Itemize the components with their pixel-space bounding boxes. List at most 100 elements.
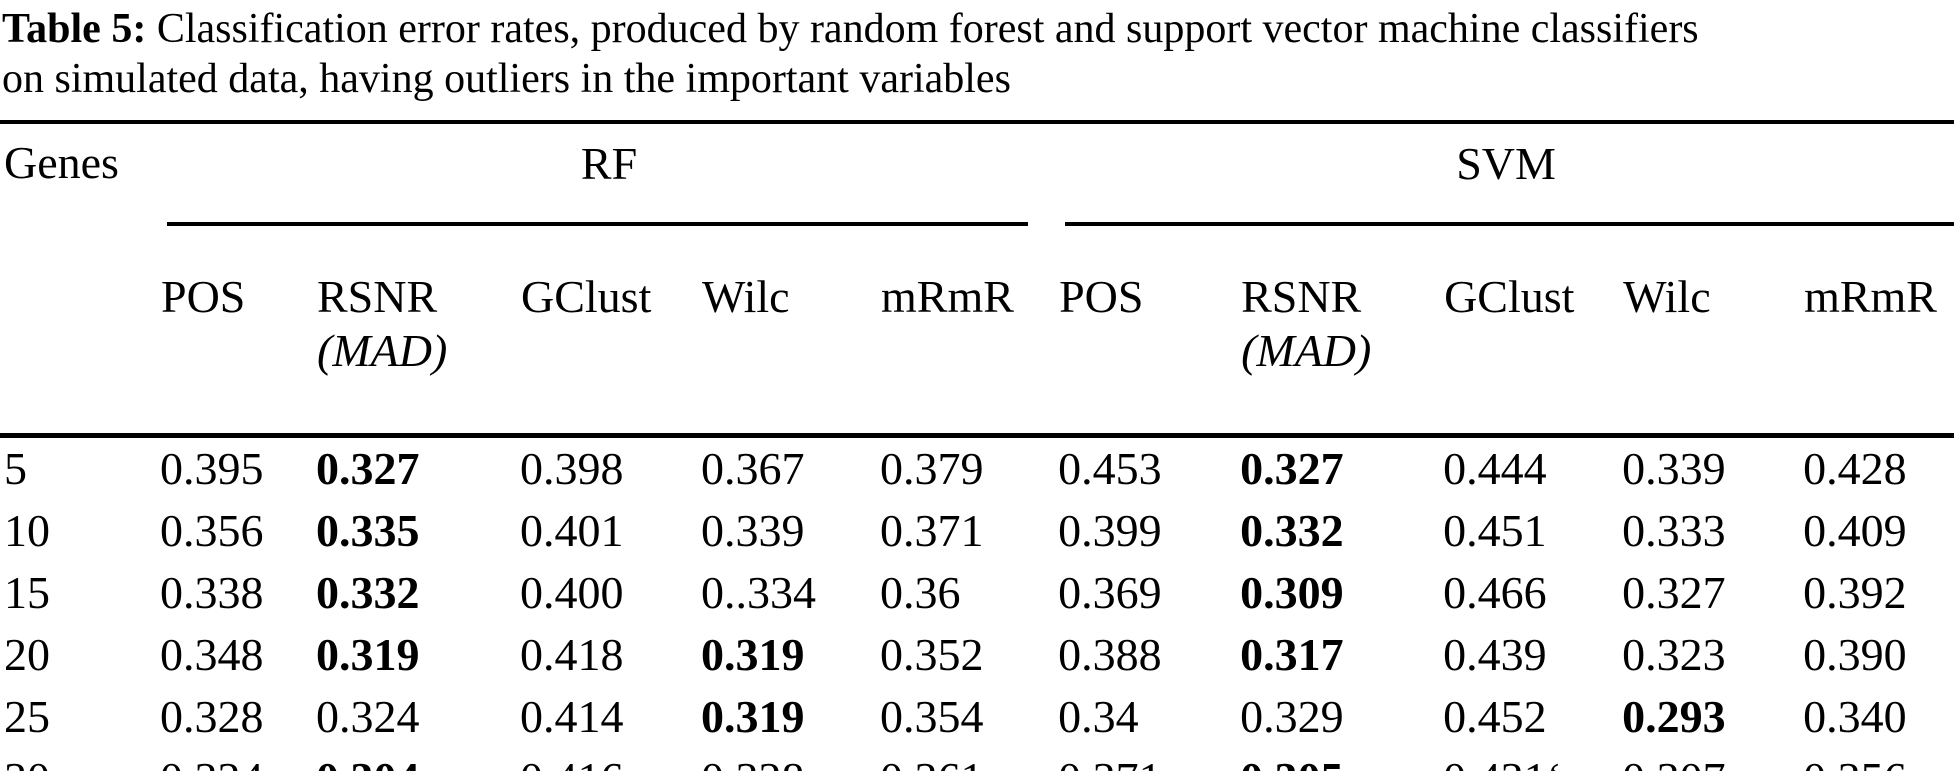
cell-svm-rsnr: 0.309 xyxy=(1240,567,1344,618)
caption-text-2: on simulated data, having outliers in th… xyxy=(2,56,1011,102)
table-row: 25 0.328 0.324 0.414 0.319 0.354 0.34 0.329 0.45… xyxy=(0,686,1954,748)
cell-rf-gclust: 0.400 xyxy=(520,567,624,618)
table-row: 20 0.348 0.319 0.418 0.319 0.352 0.388 0.317 0.4… xyxy=(0,624,1954,686)
cell-svm-wilc: 0.339 xyxy=(1622,443,1726,494)
cell-rf-rsnr: 0.327 xyxy=(316,443,420,494)
cell-svm-mrmr: 0.392 xyxy=(1803,567,1907,618)
subheader-rf-rsnr-line2: (MAD) xyxy=(317,325,448,376)
cell-rf-rsnr: 0.332 xyxy=(316,567,420,618)
group-header-row: Genes RF SVM xyxy=(0,122,1954,226)
table-row: 300.3240.3040.4160.3280.3610.3710.3050.4… xyxy=(0,748,1954,771)
group-header-svm: SVM xyxy=(1058,122,1954,226)
cell-rf-mrmr: 0.379 xyxy=(880,443,984,494)
cell-svm-rsnr: 0.332 xyxy=(1240,505,1344,556)
cell-rf-gclust: 0.414 xyxy=(520,691,624,742)
group-rule-svm xyxy=(1065,222,1954,226)
subheader-svm-gclust: GClust xyxy=(1444,271,1575,322)
cell-rf-rsnr: 0.304 xyxy=(316,748,520,771)
subheader-svm-rsnr-line2: (MAD) xyxy=(1241,325,1372,376)
cell-rf-wilc: 0..334 xyxy=(701,567,816,618)
caption-label: Table 5: xyxy=(2,6,147,52)
cell-rf-wilc: 0.328 xyxy=(701,748,880,771)
cell-rf-mrmr: 0.354 xyxy=(880,691,984,742)
cell-rf-pos: 0.356 xyxy=(160,505,264,556)
subheader-rf-mrmr: mRmR xyxy=(881,271,1014,322)
subheader-svm-mrmr: mRmR xyxy=(1804,271,1937,322)
cell-svm-pos: 0.371 xyxy=(1058,748,1240,771)
cell-rf-gclust: 0.418 xyxy=(520,629,624,680)
classification-error-table: Genes RF SVM POS RSNR (MAD) GClust Wilc m… xyxy=(0,120,1954,771)
cell-genes: 15 xyxy=(4,567,50,618)
cell-svm-mrmr: 0.356 xyxy=(1803,748,1954,771)
cell-svm-pos: 0.453 xyxy=(1058,443,1162,494)
subheader-rf-gclust: GClust xyxy=(521,271,652,322)
cell-svm-gclust: 0.452 xyxy=(1443,691,1547,742)
cell-svm-gclust: 0.431‘ xyxy=(1443,748,1622,771)
cell-svm-wilc: 0.333 xyxy=(1622,505,1726,556)
cell-svm-gclust: 0.444 xyxy=(1443,443,1547,494)
cell-rf-rsnr: 0.319 xyxy=(316,629,420,680)
cell-rf-wilc: 0.339 xyxy=(701,505,805,556)
cell-rf-gclust: 0.401 xyxy=(520,505,624,556)
cell-rf-gclust: 0.416 xyxy=(520,748,701,771)
group-header-rf: RF xyxy=(160,122,1058,226)
table-body: 5 0.395 0.327 0.398 0.367 0.379 0.453 0.327 0.44… xyxy=(0,436,1954,771)
cell-rf-rsnr: 0.335 xyxy=(316,505,420,556)
table-row: 10 0.356 0.335 0.401 0.339 0.371 0.399 0.332 0.4… xyxy=(0,500,1954,562)
cell-svm-rsnr: 0.317 xyxy=(1240,629,1344,680)
cell-svm-rsnr: 0.327 xyxy=(1240,443,1344,494)
cell-svm-wilc: 0.293 xyxy=(1622,691,1726,742)
subheader-svm-rsnr-line1: RSNR xyxy=(1241,271,1362,322)
cell-svm-rsnr: 0.329 xyxy=(1240,691,1344,742)
group-rule-rf xyxy=(167,222,1029,226)
table-head: Genes RF SVM POS RSNR (MAD) GClust Wilc m… xyxy=(0,122,1954,436)
cell-rf-wilc: 0.319 xyxy=(701,691,805,742)
cell-svm-wilc: 0.323 xyxy=(1622,629,1726,680)
group-label-svm: SVM xyxy=(1456,138,1556,189)
cell-genes: 30 xyxy=(0,748,160,771)
cell-svm-mrmr: 0.428 xyxy=(1803,443,1907,494)
cell-svm-wilc: 0.327 xyxy=(1622,567,1726,618)
cell-rf-mrmr: 0.352 xyxy=(880,629,984,680)
cell-rf-wilc: 0.319 xyxy=(701,629,805,680)
table-row: 15 0.338 0.332 0.400 0..334 0.36 0.369 0.309 0.4… xyxy=(0,562,1954,624)
table-row: 5 0.395 0.327 0.398 0.367 0.379 0.453 0.327 0.44… xyxy=(0,436,1954,501)
cell-svm-mrmr: 0.390 xyxy=(1803,629,1907,680)
table-caption: Table 5: Classification error rates, pro… xyxy=(0,0,1954,104)
cell-svm-pos: 0.388 xyxy=(1058,629,1162,680)
cell-genes: 5 xyxy=(4,443,27,494)
cell-rf-pos: 0.328 xyxy=(160,691,264,742)
cell-svm-mrmr: 0.340 xyxy=(1803,691,1907,742)
cell-svm-gclust: 0.439 xyxy=(1443,629,1547,680)
cell-rf-pos: 0.324 xyxy=(160,748,316,771)
group-label-rf: RF xyxy=(580,138,638,189)
cell-rf-rsnr: 0.324 xyxy=(316,691,420,742)
cell-rf-pos: 0.338 xyxy=(160,567,264,618)
subheader-svm-rsnr: RSNR (MAD) xyxy=(1240,226,1443,436)
header-genes: Genes xyxy=(4,137,119,188)
cell-genes: 10 xyxy=(4,505,50,556)
cell-svm-pos: 0.34 xyxy=(1058,691,1139,742)
cell-rf-mrmr: 0.36 xyxy=(880,567,961,618)
cell-svm-pos: 0.399 xyxy=(1058,505,1162,556)
cell-svm-wilc: 0.307 xyxy=(1622,748,1803,771)
subheader-rf-rsnr-line1: RSNR xyxy=(317,271,438,322)
cell-svm-mrmr: 0.409 xyxy=(1803,505,1907,556)
cell-svm-gclust: 0.466 xyxy=(1443,567,1547,618)
subheader-svm-pos: POS xyxy=(1059,271,1144,322)
cell-rf-pos: 0.348 xyxy=(160,629,264,680)
caption-text-1: Classification error rates, produced by … xyxy=(156,6,1699,52)
cell-rf-mrmr: 0.371 xyxy=(880,505,984,556)
cell-rf-mrmr: 0.361 xyxy=(880,748,1058,771)
subheader-row: POS RSNR (MAD) GClust Wilc mRmR POS RSNR(… xyxy=(0,226,1954,436)
caption-line-2: on simulated data, having outliers in th… xyxy=(2,54,1954,104)
subheader-rf-rsnr: RSNR (MAD) xyxy=(316,226,520,436)
cell-rf-gclust: 0.398 xyxy=(520,443,624,494)
cell-genes: 20 xyxy=(4,629,50,680)
cell-svm-gclust: 0.451 xyxy=(1443,505,1547,556)
cell-rf-pos: 0.395 xyxy=(160,443,264,494)
cell-svm-rsnr: 0.305 xyxy=(1240,748,1443,771)
cell-rf-wilc: 0.367 xyxy=(701,443,805,494)
subheader-rf-pos: POS xyxy=(161,271,246,322)
